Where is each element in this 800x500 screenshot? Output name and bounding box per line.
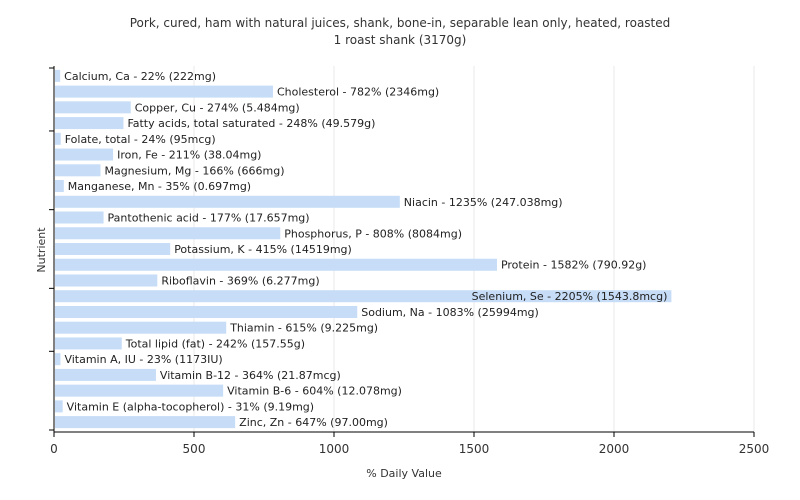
bar: [55, 164, 101, 177]
bar: [55, 148, 114, 161]
chart-subtitle: 1 roast shank (3170g): [334, 33, 467, 47]
bar-label: Vitamin B-12 - 364% (21.87mcg): [160, 369, 341, 382]
bar-label: Iron, Fe - 211% (38.04mg): [117, 149, 261, 162]
x-tick-label: 1500: [459, 442, 490, 456]
bar-label: Potassium, K - 415% (14519mg): [174, 243, 352, 256]
bar: [55, 305, 358, 318]
bar: [55, 274, 158, 287]
bar: [55, 321, 227, 334]
bar-label: Calcium, Ca - 22% (222mg): [64, 70, 216, 83]
bar-label: Vitamin B-6 - 604% (12.078mg): [227, 385, 402, 398]
bar: [55, 368, 156, 381]
bar: [55, 132, 61, 145]
x-tick-label: 1000: [319, 442, 350, 456]
x-tick-label: 500: [183, 442, 206, 456]
bar: [55, 101, 131, 114]
bar-label: Cholesterol - 782% (2346mg): [277, 86, 439, 99]
bar: [55, 258, 497, 271]
x-tick-label: 2500: [739, 442, 770, 456]
grid: [193, 66, 755, 432]
bar: [55, 227, 281, 240]
bar-label: Vitamin A, IU - 23% (1173IU): [64, 353, 222, 366]
bar: [55, 195, 400, 208]
bar-label: Pantothenic acid - 177% (17.657mg): [108, 212, 310, 225]
x-tick-label: 2000: [599, 442, 630, 456]
bar: [55, 290, 672, 303]
bar: [55, 69, 61, 82]
bar: [55, 337, 122, 350]
bar-label: Vitamin E (alpha-tocopherol) - 31% (9.19…: [67, 400, 314, 413]
bar-label: Total lipid (fat) - 242% (157.55g): [125, 337, 305, 350]
x-tick-label: 0: [50, 442, 58, 456]
bar-label: Folate, total - 24% (95mcg): [65, 133, 216, 146]
bar: [55, 180, 64, 193]
bar: [55, 85, 273, 98]
bar-label: Selenium, Se - 2205% (1543.8mcg): [472, 290, 668, 303]
bar-label: Riboflavin - 369% (6.277mg): [161, 274, 319, 287]
bar-label: Thiamin - 615% (9.225mg): [229, 322, 378, 335]
bar-label: Fatty acids, total saturated - 248% (49.…: [127, 117, 375, 130]
bar-label: Sodium, Na - 1083% (25994mg): [361, 306, 539, 319]
bars: Calcium, Ca - 22% (222mg) Cholesterol - 7…: [55, 69, 672, 429]
bar: [55, 400, 63, 413]
bar: [55, 243, 171, 255]
bar: [55, 384, 224, 397]
bar: [55, 117, 124, 130]
bar-label: Niacin - 1235% (247.038mg): [404, 196, 563, 209]
bar: [55, 211, 104, 224]
y-axis-label: Nutrient: [35, 227, 48, 273]
bar: [55, 353, 61, 366]
bar-label: Zinc, Zn - 647% (97.00mg): [239, 416, 388, 429]
axes: 0 500 1000 1500 2000 2500: [49, 66, 769, 456]
bar-label: Manganese, Mn - 35% (0.697mg): [68, 180, 251, 193]
bar-label: Magnesium, Mg - 166% (666mg): [104, 164, 284, 177]
x-axis-label: % Daily Value: [366, 467, 442, 480]
bar-label: Protein - 1582% (790.92g): [501, 259, 647, 272]
bar-label: Copper, Cu - 274% (5.484mg): [135, 101, 300, 114]
bar: [55, 416, 236, 429]
bar-label: Phosphorus, P - 808% (8084mg): [284, 227, 462, 240]
chart-title: Pork, cured, ham with natural juices, sh…: [130, 16, 671, 30]
